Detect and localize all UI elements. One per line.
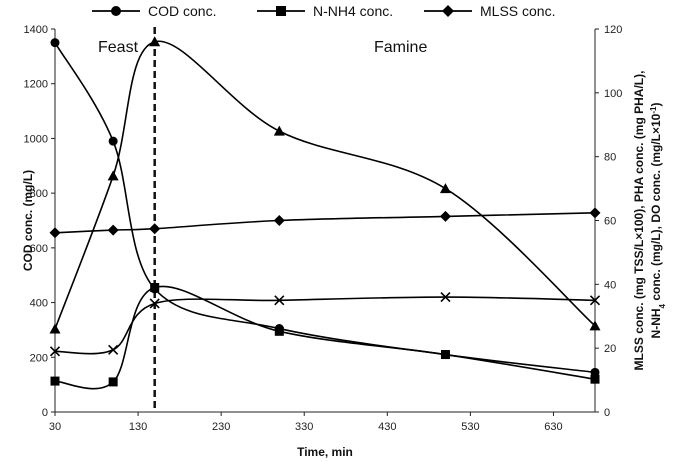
data-point-triangle <box>149 36 161 47</box>
x-marker-stroke <box>108 344 119 355</box>
legend-label: MLSS conc. <box>480 3 555 19</box>
data-point-triangle <box>439 183 451 194</box>
legend-item: N-NH4 conc. <box>257 3 393 19</box>
data-point-x <box>149 298 160 309</box>
x-tick-label: 430 <box>378 421 396 433</box>
y-left-tick-label: 200 <box>30 352 48 364</box>
x-marker-stroke <box>440 292 451 303</box>
data-point-triangle <box>589 320 601 331</box>
legend-item: MLSS conc. <box>424 3 555 19</box>
data-point-square <box>590 374 600 384</box>
y-left-tick-label: 0 <box>42 407 48 419</box>
x-tick-label: 530 <box>461 421 479 433</box>
y-left-axis-title: COD conc. (mg/L) <box>21 170 35 271</box>
data-point-x <box>440 292 451 303</box>
data-point-diamond <box>273 215 285 226</box>
x-tick-label: 130 <box>129 421 147 433</box>
series-line <box>54 40 596 330</box>
y-left-tick-label: 1000 <box>24 133 48 145</box>
y-right-tick-label: 80 <box>604 152 616 164</box>
x-tick-label: 330 <box>295 421 313 433</box>
series-diamond <box>49 207 601 239</box>
legend-marker-diamond <box>442 5 454 17</box>
x-marker-stroke <box>589 295 601 306</box>
data-point-diamond <box>439 210 451 222</box>
legend-marker-circle <box>111 6 121 16</box>
axes-layer: 0 200 400 600 800 1000 1200 1400 0 20 40 60 80 100 120… <box>21 24 667 459</box>
plot-frame <box>54 29 596 413</box>
y-right-tick-label: 40 <box>604 279 616 291</box>
y-left-tick-label: 400 <box>30 298 48 310</box>
x-axis-title: Time, min <box>297 445 353 459</box>
data-point-square <box>150 283 160 293</box>
phase-label-famine: Famine <box>374 39 427 56</box>
y-right-tick-label: 20 <box>604 343 616 355</box>
data-point-x <box>108 344 119 355</box>
data-point-square <box>274 326 284 336</box>
y-right-tick-label: 0 <box>604 407 610 419</box>
data-point-square <box>440 350 450 360</box>
series-triangle <box>49 36 601 334</box>
y-left-tick-label: 1200 <box>24 79 48 91</box>
data-point-triangle <box>107 170 119 181</box>
data-point-diamond <box>589 207 601 219</box>
series-square <box>50 283 600 390</box>
x-marker-stroke <box>149 298 160 309</box>
data-point-triangle <box>273 125 285 136</box>
data-point-circle <box>108 136 118 146</box>
series-line <box>54 296 596 355</box>
series-layer <box>49 36 601 390</box>
data-point-diamond <box>107 224 119 236</box>
data-point-triangle <box>49 323 61 334</box>
y-right-axis-title-part: N-NH <box>649 308 663 338</box>
series-circle <box>50 38 600 377</box>
data-point-diamond <box>149 223 161 235</box>
data-point-x <box>274 295 285 306</box>
y-right-tick-label: 120 <box>604 24 622 36</box>
data-point-circle <box>50 38 60 48</box>
y-right-axis-title-part: 4 <box>658 303 667 308</box>
y-right-axis-title-part: ) <box>649 103 663 107</box>
phase-labels: Feast Famine <box>98 39 427 56</box>
series-x <box>49 292 601 357</box>
legend-label: N-NH4 conc. <box>313 3 393 19</box>
y-left-tick-label: 600 <box>30 243 48 255</box>
y-right-axis-title-part: -1 <box>649 106 658 114</box>
y-right-axis-title-part: conc. (mg/L), DO conc. (mg/L×10 <box>649 113 663 304</box>
legend: COD conc. N-NH4 conc. MLSS conc. <box>92 3 555 19</box>
x-tick-label: 30 <box>49 421 61 433</box>
y-right-tick-label: 100 <box>604 88 622 100</box>
x-tick-label: 230 <box>212 421 230 433</box>
data-point-square <box>108 377 118 387</box>
legend-item: COD conc. <box>92 3 216 19</box>
x-marker-stroke <box>274 295 285 306</box>
legend-marker-square <box>276 6 286 16</box>
y-right-axis-title-line1: MLSS conc. (mg TSS/L×100), PHA conc. (mg… <box>632 71 646 371</box>
y-right-tick-label: 60 <box>604 216 616 228</box>
y-left-tick-label: 800 <box>30 188 48 200</box>
x-marker-stroke <box>49 346 61 357</box>
legend-label: COD conc. <box>148 3 216 19</box>
y-left-tick-label: 1400 <box>24 24 48 36</box>
data-point-x <box>589 295 601 306</box>
phase-label-feast: Feast <box>98 39 139 56</box>
data-point-square <box>50 376 60 386</box>
data-point-x <box>49 346 61 357</box>
series-line <box>54 42 596 374</box>
data-point-circle <box>590 367 600 377</box>
x-tick-label: 630 <box>544 421 562 433</box>
series-line <box>54 212 596 234</box>
data-point-diamond <box>49 227 61 239</box>
y-right-axis-title-line2: N-NH4 conc. (mg/L), DO conc. (mg/L×10-1) <box>649 103 667 339</box>
